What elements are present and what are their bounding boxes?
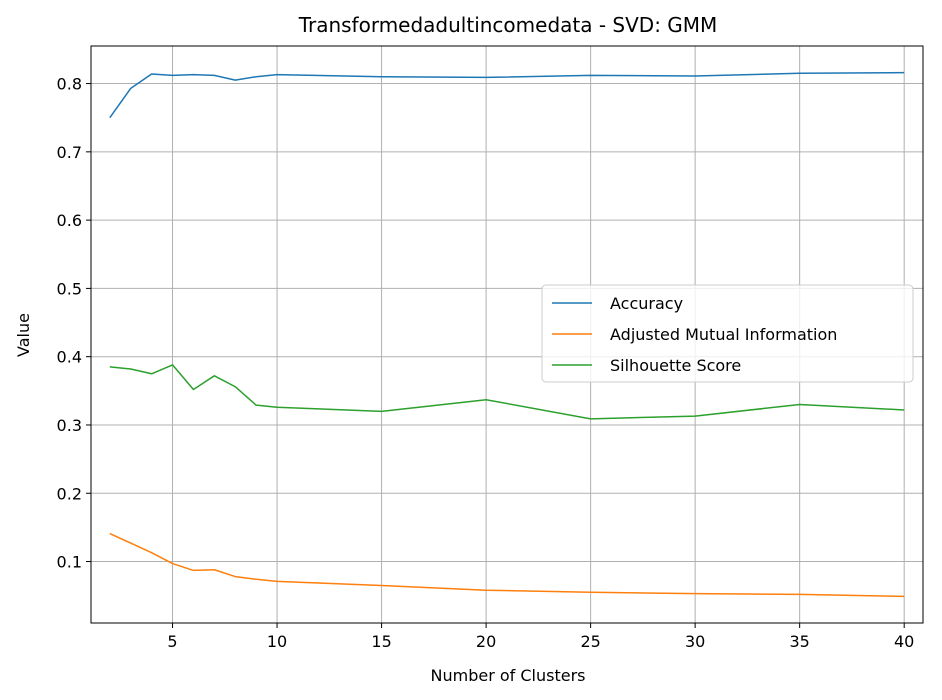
y-tick-label: 0.6 bbox=[57, 211, 82, 230]
x-tick-label: 10 bbox=[267, 632, 287, 651]
x-tick-label: 35 bbox=[789, 632, 809, 651]
legend-label-silhouette-score: Silhouette Score bbox=[610, 356, 741, 375]
plot-frame bbox=[90, 45, 924, 624]
y-tick-label: 0.3 bbox=[57, 416, 82, 435]
series-lines bbox=[109, 71, 905, 598]
x-axis-title: Number of Clusters bbox=[431, 666, 586, 685]
x-tick-label: 30 bbox=[685, 632, 705, 651]
x-tick-label: 5 bbox=[167, 632, 177, 651]
y-tick-label: 0.8 bbox=[57, 75, 82, 94]
y-tick-label: 0.4 bbox=[57, 348, 82, 367]
x-tick-label: 15 bbox=[371, 632, 391, 651]
x-tick-label: 40 bbox=[894, 632, 914, 651]
y-axis-title: Value bbox=[14, 313, 33, 357]
series-line-accuracy bbox=[109, 71, 905, 119]
grid-lines bbox=[91, 46, 923, 623]
y-tick-label: 0.1 bbox=[57, 553, 82, 572]
legend-label-adjusted-mutual-information: Adjusted Mutual Information bbox=[610, 325, 837, 344]
legend-label-accuracy: Accuracy bbox=[610, 294, 683, 313]
y-tick-label: 0.5 bbox=[57, 279, 82, 298]
chart-title: Transformedadultincomedata - SVD: GMM bbox=[298, 13, 718, 37]
series-line-adjusted-mutual-information bbox=[109, 532, 905, 598]
series-line-silhouette-score bbox=[109, 364, 905, 420]
x-tick-label: 20 bbox=[476, 632, 496, 651]
legend-items: Accuracy Adjusted Mutual Information Silho… bbox=[552, 294, 837, 375]
legend-box bbox=[541, 284, 914, 383]
axis-ticks: 5 10 15 20 25 30 35 40 0.1 0.2 0.3 0.4 0.5 0.6 0.7 0.8 bbox=[57, 75, 915, 651]
y-tick-label: 0.7 bbox=[57, 143, 82, 162]
x-tick-label: 25 bbox=[580, 632, 600, 651]
legend: Accuracy Adjusted Mutual Information Silho… bbox=[541, 284, 914, 383]
y-tick-label: 0.2 bbox=[57, 484, 82, 503]
